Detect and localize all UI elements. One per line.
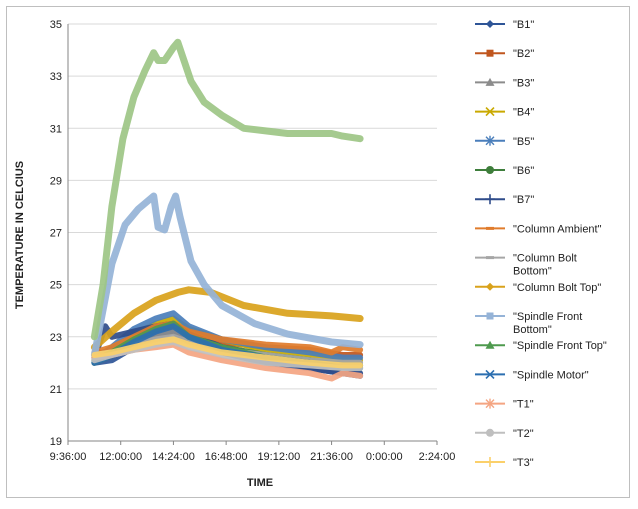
x-tick-label: 16:48:00 — [205, 451, 248, 463]
legend-marker — [486, 49, 494, 57]
legend-marker — [486, 282, 494, 291]
x-tick-label: 14:24:00 — [152, 451, 195, 463]
y-tick-label: 33 — [50, 71, 62, 83]
legend-marker — [486, 256, 494, 260]
x-axis-title: TIME — [247, 477, 273, 489]
y-tick-label: 19 — [50, 436, 62, 448]
legend-marker — [485, 340, 495, 349]
plot-area — [90, 38, 364, 382]
x-tick-label: 12:00:00 — [99, 451, 142, 463]
series-line — [90, 192, 364, 359]
y-axis-title: TEMPERATURE IN CELCIUS — [14, 161, 26, 309]
legend-label: "Column Bolt Bottom" — [513, 253, 577, 278]
legend-marker — [486, 428, 494, 437]
y-tick-label: 29 — [50, 175, 62, 187]
x-tick-label: 0:00:00 — [366, 451, 403, 463]
legend-marker — [485, 135, 495, 146]
x-tick-label: 2:24:00 — [419, 451, 456, 463]
x-tick-label: 19:12:00 — [257, 451, 300, 463]
legend-label: "T1" — [513, 399, 534, 411]
legend-marker — [486, 166, 494, 174]
legend-marker — [486, 312, 494, 320]
legend-label: "B4" — [513, 107, 534, 119]
y-tick-label: 35 — [50, 19, 62, 31]
legend-label: "Column Bolt Top" — [513, 282, 601, 294]
legend-marker — [486, 20, 494, 28]
legend-label: "T3" — [513, 457, 534, 469]
y-tick-label: 31 — [50, 123, 62, 135]
legend-label: "B7" — [513, 194, 534, 206]
y-tick-labels: 19 21 23 25 27 29 31 33 35 — [50, 19, 62, 448]
legend-label: "B2" — [513, 48, 534, 60]
y-tick-label: 23 — [50, 332, 62, 344]
legend-marker — [485, 457, 495, 467]
legend-label: "Spindle Motor" — [513, 369, 589, 381]
x-tick-label: 9:36:00 — [50, 451, 87, 463]
legend-marker — [485, 194, 495, 205]
x-tick-label: 21:36:00 — [310, 451, 353, 463]
chart-frame: 19 21 23 25 27 29 31 33 35 9:36:00 12:00:00 14:24:… — [6, 6, 630, 498]
series-line — [90, 286, 364, 351]
legend-label: "Spindle Front Top" — [513, 340, 607, 352]
legend-label: "Spindle Front Bottom" — [513, 311, 582, 336]
legend-label: "B1" — [513, 19, 534, 31]
legend-marker — [485, 369, 495, 379]
temperature-chart: 19 21 23 25 27 29 31 33 35 9:36:00 12:00:00 14:24:… — [14, 19, 607, 489]
legend-label: "B6" — [513, 165, 534, 177]
legend-marker — [486, 226, 494, 230]
legend-label: "B5" — [513, 136, 534, 148]
series-line — [91, 336, 364, 369]
y-tick-label: 27 — [50, 228, 62, 240]
legend-label: "Column Ambient" — [513, 223, 602, 235]
y-tick-label: 25 — [50, 280, 62, 292]
legend-marker — [485, 398, 495, 409]
legend-marker — [485, 107, 495, 117]
legend-label: "T2" — [513, 428, 534, 440]
y-tick-label: 21 — [50, 384, 62, 396]
legend-marker — [485, 77, 495, 86]
x-tick-labels: 9:36:00 12:00:00 14:24:00 16:48:00 19:12:00 2… — [50, 441, 456, 463]
legend: "B1" "B2" "B3" "B4" "B5" "B6" "B7" "Column Ambi… — [475, 19, 607, 469]
series-line — [90, 38, 364, 341]
legend-label: "B3" — [513, 77, 534, 89]
